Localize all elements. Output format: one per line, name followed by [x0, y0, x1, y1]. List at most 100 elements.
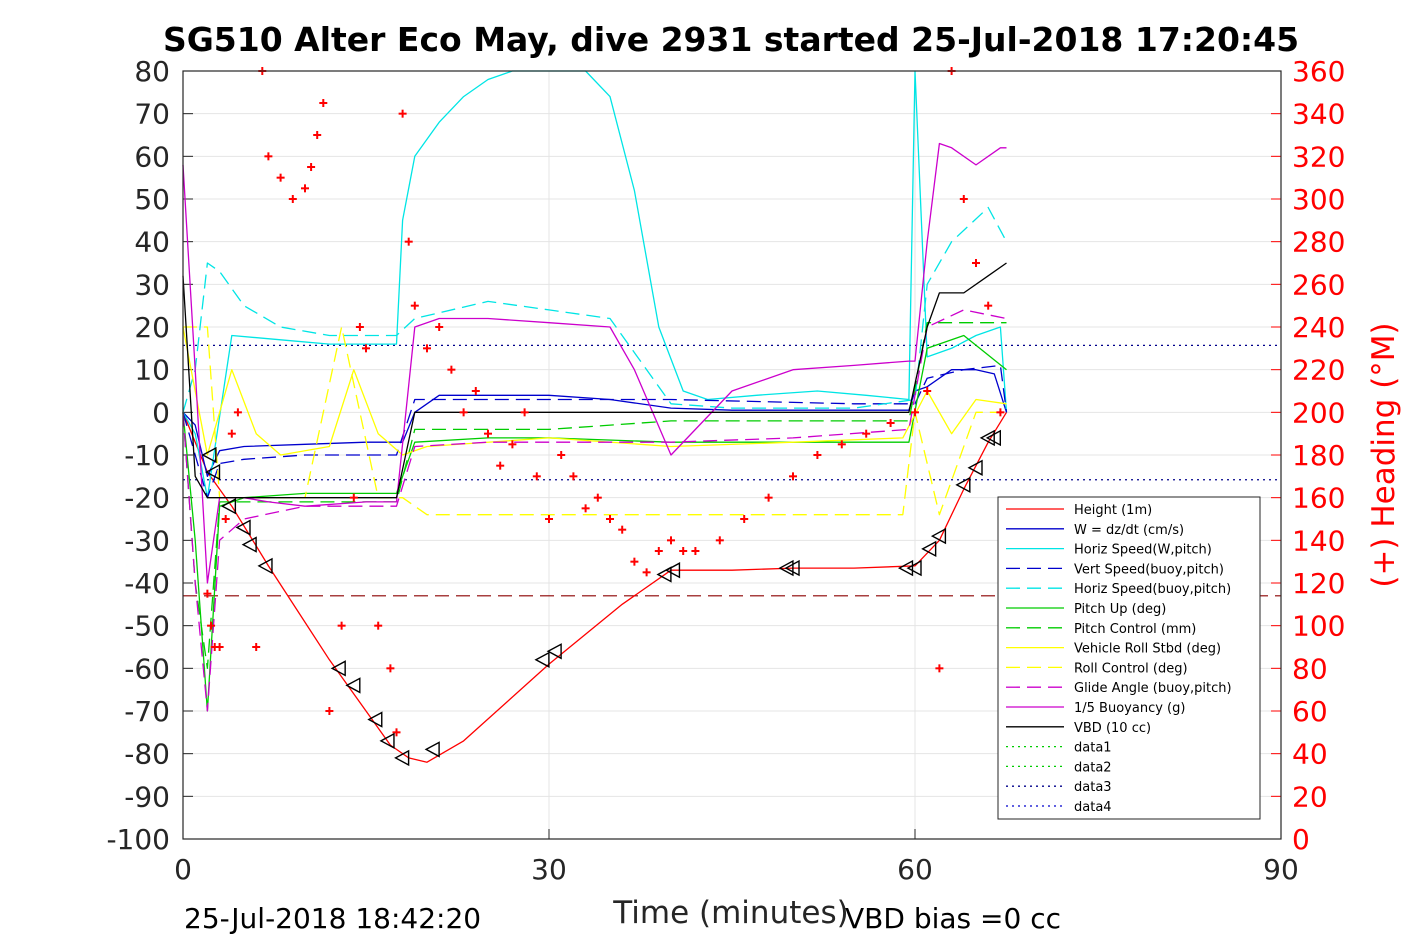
- right-tick-label: 360: [1292, 55, 1345, 88]
- plot-frame: [182, 70, 1282, 840]
- right-tick-label: 340: [1292, 98, 1345, 131]
- legend-entry-14: data3: [1074, 780, 1112, 795]
- legend-entry-1: W = dz/dt (cm/s): [1074, 523, 1184, 538]
- right-tick-label: 60: [1292, 695, 1328, 728]
- right-tick-label: 220: [1292, 354, 1345, 387]
- heading-point: [276, 173, 285, 182]
- y-tick-label: 80: [134, 55, 170, 88]
- triangle-marker: [921, 540, 937, 558]
- heading-point: [221, 515, 230, 523]
- legend-entry-15: data4: [1074, 800, 1112, 815]
- heading-point: [984, 301, 993, 310]
- heading-points: [203, 67, 1005, 737]
- legend-entry-10: 1/5 Buoyancy (g): [1074, 701, 1185, 716]
- heading-point: [667, 536, 675, 545]
- y-tick-label: -20: [124, 482, 170, 515]
- x-tick-labels: 0 30 60 90: [174, 853, 1299, 886]
- heading-point: [307, 163, 316, 171]
- right-tick-label: 300: [1292, 183, 1345, 216]
- legend-entry-11: VBD (10 cc): [1074, 721, 1151, 736]
- heading-point: [423, 344, 431, 353]
- heading-point: [362, 344, 370, 353]
- footer-timestamp: 25-Jul-2018 18:42:20: [184, 902, 481, 935]
- triangle-marker: [955, 476, 971, 494]
- heading-point: [404, 237, 413, 246]
- series-line-11: [182, 262, 1007, 499]
- heading-point: [911, 408, 919, 417]
- heading-point: [715, 536, 724, 545]
- heading-point: [398, 109, 407, 118]
- heading-point: [349, 493, 358, 502]
- heading-point: [496, 461, 505, 470]
- legend-entry-12: data1: [1074, 741, 1112, 756]
- triangle-marker: [394, 749, 410, 767]
- heading-point: [996, 408, 1005, 417]
- triangle-marker: [985, 429, 1001, 447]
- y-tick-labels: 80 70 60 50 40 30 20 10 0 -10 -20 -30 -40 -50 -60 -70 -8…: [106, 55, 170, 856]
- triangle-markers: [201, 429, 1001, 767]
- y-tick-label: 70: [134, 98, 170, 131]
- right-tick-label: 140: [1292, 524, 1345, 557]
- heading-point: [435, 323, 444, 331]
- triangle-marker: [424, 741, 440, 758]
- right-tick-label: 160: [1292, 482, 1345, 515]
- right-tick-label: 40: [1292, 738, 1328, 771]
- series-line-7: [182, 326, 1007, 456]
- heading-point: [959, 195, 968, 203]
- heading-point: [886, 419, 895, 427]
- series-line-5: [182, 334, 1007, 712]
- triangle-marker: [330, 660, 346, 677]
- heading-point: [313, 131, 322, 139]
- heading-point: [557, 451, 566, 459]
- triangle-marker: [235, 519, 251, 536]
- x-tick-label: 90: [1263, 853, 1299, 886]
- x-tick-label: 30: [531, 853, 567, 886]
- heading-point: [252, 643, 261, 651]
- right-tick-label: 260: [1292, 268, 1345, 301]
- heading-point: [642, 568, 651, 577]
- legend-entry-7: Vehicle Roll Stbd (deg): [1074, 642, 1221, 657]
- heading-point: [319, 99, 328, 107]
- y-tick-label: -30: [124, 524, 170, 557]
- heading-point: [471, 387, 480, 395]
- legend-entry-5: Pitch Up (deg): [1074, 602, 1166, 617]
- triangle-marker: [656, 566, 672, 583]
- y-tick-label: 0: [152, 396, 170, 429]
- heading-point: [374, 621, 383, 630]
- triangle-marker: [546, 643, 562, 660]
- heading-point: [392, 728, 401, 737]
- chart-title: SG510 Alter Eco May, dive 2931 started 2…: [163, 20, 1299, 59]
- legend-entry-13: data2: [1074, 760, 1112, 775]
- legend-entry-2: Horiz Speed(W,pitch): [1074, 543, 1212, 558]
- heading-point: [386, 664, 395, 673]
- triangle-marker: [930, 527, 947, 545]
- right-tick-label: 20: [1292, 780, 1328, 813]
- triangle-marker: [778, 559, 794, 577]
- series-line-1: [182, 369, 1008, 477]
- heading-point: [789, 472, 797, 481]
- series-line-8: [183, 326, 1007, 516]
- triangle-marker: [201, 446, 217, 464]
- heading-point: [569, 472, 578, 481]
- legend-entry-4: Horiz Speed(buoy,pitch): [1074, 582, 1231, 597]
- legend-entry-0: Height (1m): [1074, 503, 1152, 518]
- heading-point: [618, 525, 627, 534]
- heading-point: [593, 493, 602, 502]
- heading-point: [606, 515, 614, 523]
- heading-point: [837, 440, 846, 449]
- triangle-marker: [534, 651, 550, 668]
- triangle-marker: [784, 559, 800, 577]
- right-tick-label: 280: [1292, 226, 1345, 259]
- heading-point: [581, 504, 590, 513]
- y-tick-label: 60: [134, 140, 170, 173]
- right-tick-label: 240: [1292, 311, 1345, 344]
- series-lines: [182, 70, 1008, 763]
- y-tick-label: -80: [124, 738, 170, 771]
- heading-point: [301, 184, 309, 193]
- heading-point: [654, 547, 663, 555]
- y-tick-label: -50: [124, 610, 170, 643]
- series-line-4: [182, 206, 1008, 413]
- right-tick-label: 120: [1292, 567, 1345, 600]
- heading-point: [630, 557, 639, 566]
- legend-entry-6: Pitch Control (mm): [1074, 622, 1196, 637]
